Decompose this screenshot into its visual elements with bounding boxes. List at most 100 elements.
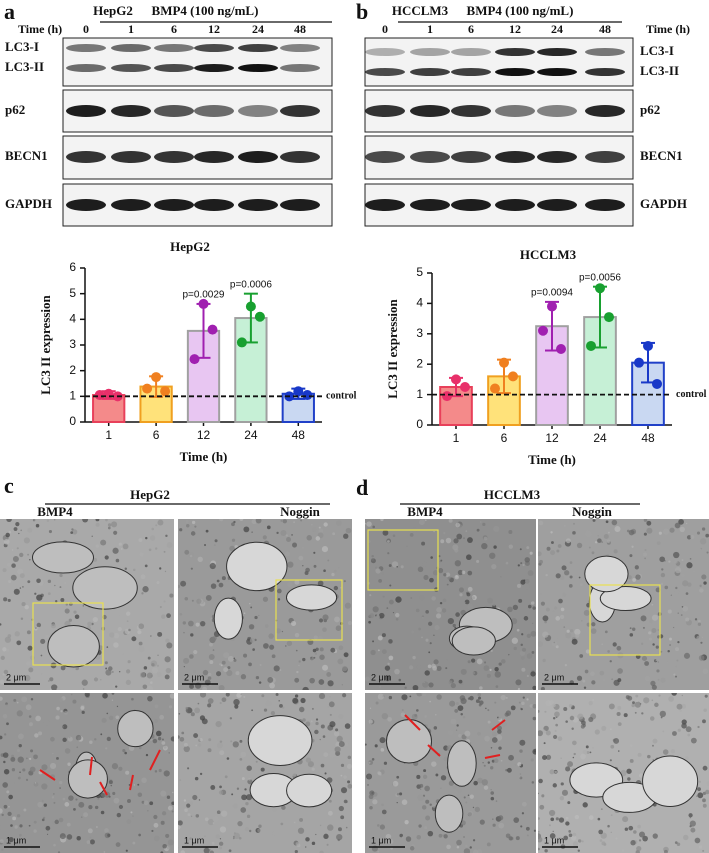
em-texture [96, 826, 98, 828]
em-texture [205, 594, 212, 601]
em-texture [661, 568, 664, 571]
em-texture [701, 527, 706, 531]
em-texture [83, 812, 89, 818]
blot-band [194, 151, 234, 163]
em-vacuole [447, 740, 477, 787]
em-texture [642, 626, 645, 629]
em-texture [156, 581, 160, 585]
em-texture [10, 824, 13, 827]
em-texture [377, 635, 383, 641]
em-texture [318, 528, 324, 534]
em-texture [105, 667, 108, 670]
em-texture [550, 550, 556, 556]
cell-line-label: HCCLM3 [484, 487, 541, 502]
em-texture [168, 752, 170, 754]
em-texture [438, 568, 443, 574]
scale-bar-label: 2 μm [6, 672, 26, 682]
em-texture [54, 819, 59, 825]
em-texture [579, 654, 584, 658]
blot-band [66, 64, 106, 72]
em-texture [233, 658, 237, 662]
em-texture [528, 604, 532, 609]
em-texture [248, 777, 251, 781]
p-value: p=0.0006 [230, 279, 272, 290]
em-texture [555, 616, 561, 621]
em-texture [207, 698, 214, 704]
em-texture [664, 560, 666, 562]
em-texture [219, 701, 222, 705]
em-texture [689, 820, 696, 827]
em-texture [28, 715, 32, 718]
em-texture [369, 707, 372, 709]
em-texture [286, 537, 292, 543]
em-texture [690, 737, 697, 744]
em-texture [36, 622, 42, 628]
em-texture [571, 638, 578, 645]
em-texture [287, 581, 293, 588]
lane-label: 0 [83, 22, 89, 36]
em-texture [683, 652, 691, 659]
em-texture [47, 579, 52, 584]
x-tick-label: 6 [153, 428, 160, 442]
em-texture [626, 768, 632, 774]
em-texture [13, 698, 17, 702]
em-texture [94, 805, 99, 810]
em-texture [145, 536, 148, 540]
em-texture [563, 707, 568, 712]
em-texture [6, 722, 9, 726]
em-texture [419, 595, 425, 601]
em-texture [632, 578, 637, 582]
row-label: BECN1 [640, 148, 683, 163]
em-texture [235, 671, 240, 676]
em-texture [255, 760, 258, 763]
em-texture [20, 529, 23, 532]
em-texture [538, 782, 540, 785]
em-texture [313, 551, 316, 554]
em-texture [62, 737, 67, 743]
em-texture [165, 534, 168, 538]
blot-band [410, 199, 450, 211]
em-texture [555, 723, 559, 727]
blot-band [537, 151, 577, 163]
em-texture [4, 733, 7, 736]
em-texture [187, 767, 190, 770]
em-texture [483, 764, 486, 767]
em-texture [388, 639, 393, 644]
em-texture [465, 801, 468, 804]
arrow [404, 714, 421, 731]
em-texture [163, 600, 166, 603]
em-texture [319, 850, 324, 853]
em-texture [459, 824, 464, 828]
reference-label: control [326, 391, 357, 402]
em-texture [624, 827, 629, 831]
em-texture [463, 796, 466, 799]
em-texture [610, 744, 615, 749]
x-tick-label: 1 [453, 431, 460, 445]
em-texture [675, 665, 677, 668]
em-texture [327, 559, 330, 562]
em-texture [560, 575, 565, 580]
em-texture [0, 735, 3, 740]
em-texture [332, 532, 336, 536]
blot-band [585, 68, 625, 76]
em-texture [656, 669, 660, 673]
data-point [508, 371, 518, 382]
arrow [149, 749, 161, 771]
condition-label: BMP4 [407, 504, 443, 519]
blot-band [238, 44, 278, 52]
em-texture [678, 519, 684, 525]
em-texture [475, 699, 480, 704]
em-texture [207, 676, 212, 680]
em-texture [531, 651, 535, 654]
em-texture [41, 799, 44, 803]
blot-band [495, 68, 535, 76]
em-texture [147, 656, 151, 660]
em-texture [255, 675, 260, 680]
em-texture [118, 766, 123, 771]
em-texture [234, 704, 239, 709]
em-texture [340, 774, 343, 777]
em-texture [264, 624, 269, 628]
em-texture [446, 659, 448, 661]
em-texture [309, 677, 315, 684]
em-texture [143, 800, 149, 806]
